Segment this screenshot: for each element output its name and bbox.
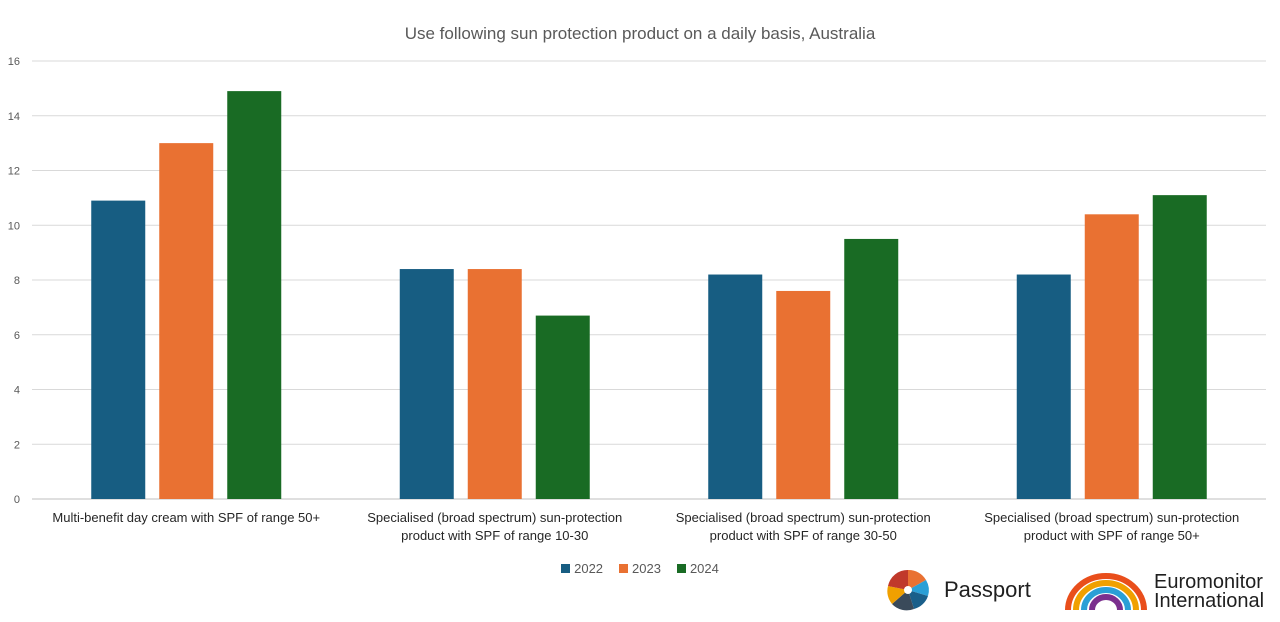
legend-item-2024: 2024: [676, 561, 719, 576]
y-tick-label: 16: [8, 56, 20, 68]
bar-2023-3: [1084, 214, 1139, 500]
x-tick-label: Specialised (broad spectrum) sun-protect…: [962, 509, 1262, 545]
y-tick-label: 0: [14, 494, 20, 506]
legend-item-2023: 2023: [619, 561, 661, 576]
x-tick-label: Specialised (broad spectrum) sun-protect…: [653, 509, 953, 545]
legend: 2022 2023 2024: [0, 561, 1280, 576]
bar-2023-1: [467, 269, 522, 499]
x-tick-label-line: Specialised (broad spectrum) sun-protect…: [675, 510, 931, 525]
legend-item-2022: 2022: [561, 561, 603, 576]
x-tick-label-line: product with SPF of range 30-50: [709, 528, 897, 543]
bar-2024-1: [535, 315, 590, 499]
legend-label: 2024: [689, 561, 719, 576]
passport-logo: Passport: [880, 568, 1031, 612]
y-tick-label: 4: [14, 385, 20, 397]
y-tick-label: 14: [8, 111, 20, 123]
legend-swatch: [619, 564, 629, 573]
euromonitor-icon: [1065, 573, 1147, 611]
legend-label: 2023: [632, 561, 661, 576]
bar-2023-2: [776, 290, 831, 499]
x-tick-label-line: product with SPF of range 50+: [1023, 528, 1200, 543]
bar-2024-2: [844, 238, 899, 499]
x-tick-label: Specialised (broad spectrum) sun-protect…: [345, 509, 645, 545]
bar-2022-1: [399, 269, 454, 499]
x-tick-label-line: Specialised (broad spectrum) sun-protect…: [367, 510, 623, 525]
y-tick-label: 10: [8, 220, 20, 232]
passport-icon: [887, 569, 929, 611]
euromonitor-wordmark: Euromonitor International: [1154, 571, 1265, 612]
y-tick-label: 8: [14, 275, 20, 287]
passport-wordmark: Passport: [944, 577, 1031, 602]
bar-2022-0: [91, 200, 146, 500]
x-tick-label-line: Specialised (broad spectrum) sun-protect…: [984, 510, 1240, 525]
x-tick-label: Multi-benefit day cream with SPF of rang…: [36, 509, 336, 527]
y-tick-label: 12: [8, 166, 20, 178]
y-tick-label: 2: [14, 439, 20, 451]
bar-2024-3: [1152, 195, 1207, 499]
y-tick-label: 6: [14, 330, 20, 342]
euromonitor-line1: Euromonitor: [1154, 571, 1263, 593]
euromonitor-line2: International: [1154, 590, 1265, 612]
chart-title: Use following sun protection product on …: [404, 24, 876, 43]
bar-2022-3: [1016, 274, 1071, 499]
euromonitor-logo: Euromonitor International: [1064, 572, 1264, 612]
legend-swatch: [676, 564, 686, 573]
x-tick-label-line: Multi-benefit day cream with SPF of rang…: [52, 510, 321, 525]
legend-swatch: [561, 564, 571, 573]
bar-2022-2: [708, 274, 763, 499]
bar-2023-0: [159, 143, 214, 499]
x-tick-label-line: product with SPF of range 10-30: [401, 528, 589, 543]
bar-2024-0: [227, 91, 282, 500]
legend-label: 2022: [574, 561, 604, 576]
